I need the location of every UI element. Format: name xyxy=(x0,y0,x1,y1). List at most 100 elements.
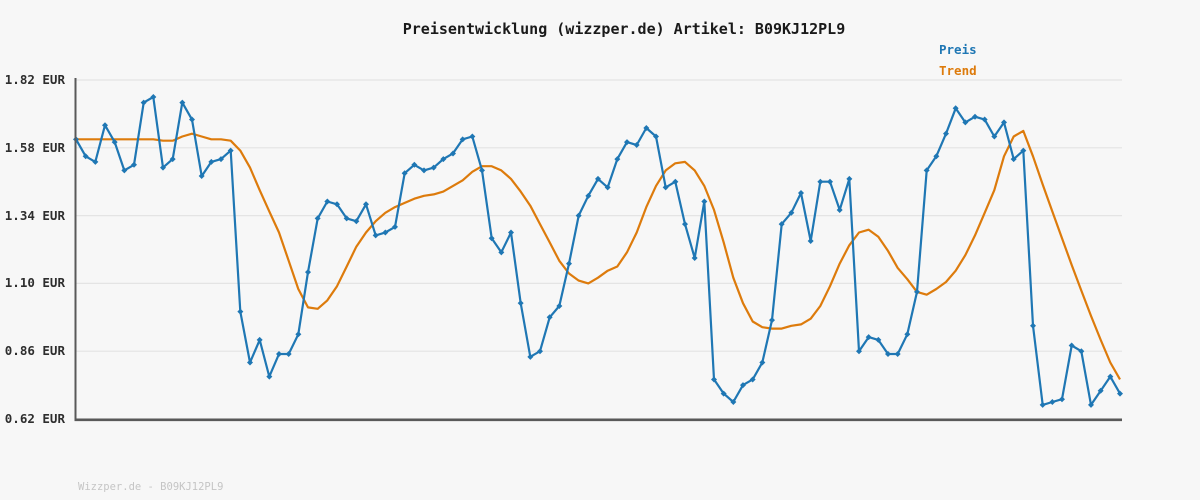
data-point-marker xyxy=(256,336,263,343)
data-point-marker xyxy=(904,331,911,338)
data-point-marker xyxy=(314,215,321,222)
data-point-marker xyxy=(169,156,176,163)
data-point-marker xyxy=(769,317,775,324)
chart-legend: Preis Trend xyxy=(939,39,977,81)
data-point-marker xyxy=(392,223,398,230)
y-tick-label: 1.10 EUR xyxy=(4,275,65,291)
data-point-marker xyxy=(1001,119,1007,126)
data-point-marker xyxy=(807,238,814,245)
data-point-marker xyxy=(295,331,302,338)
data-point-marker xyxy=(885,351,891,358)
data-point-marker xyxy=(624,139,630,146)
data-point-marker xyxy=(363,201,369,208)
data-point-marker xyxy=(933,153,940,160)
watermark-text: Wizzper.de - B09KJ12PL9 xyxy=(78,481,224,493)
chart-title: Preisentwicklung (wizzper.de) Artikel: B… xyxy=(402,20,846,38)
data-point-marker xyxy=(266,373,273,380)
y-tick-label: 1.34 EUR xyxy=(4,207,65,223)
data-point-marker xyxy=(595,175,601,182)
data-point-marker xyxy=(247,359,253,366)
data-point-marker xyxy=(546,314,553,321)
data-point-marker xyxy=(981,116,988,123)
data-point-marker xyxy=(401,170,408,177)
data-point-marker xyxy=(604,184,611,191)
data-point-marker xyxy=(469,133,476,140)
data-point-marker xyxy=(788,209,795,216)
data-point-marker xyxy=(198,173,205,180)
data-point-marker xyxy=(827,178,833,185)
data-point-marker xyxy=(1117,390,1123,397)
y-tick-label: 1.58 EUR xyxy=(4,139,65,155)
data-point-marker xyxy=(131,161,137,168)
data-point-marker xyxy=(720,390,727,397)
data-point-marker xyxy=(914,288,920,295)
data-point-marker xyxy=(614,156,621,163)
data-point-marker xyxy=(740,382,746,389)
data-point-marker xyxy=(160,164,166,171)
data-point-marker xyxy=(479,167,485,174)
data-point-marker xyxy=(179,99,186,106)
preis-markers xyxy=(73,93,1123,408)
data-point-marker xyxy=(343,215,350,222)
data-point-marker xyxy=(972,113,978,120)
data-point-marker xyxy=(943,130,949,137)
trend-line xyxy=(76,129,1121,380)
data-point-marker xyxy=(430,164,437,171)
data-point-marker xyxy=(537,348,543,355)
data-point-marker xyxy=(730,399,737,406)
data-point-marker xyxy=(353,218,360,225)
data-point-marker xyxy=(711,376,717,383)
data-point-marker xyxy=(227,147,234,154)
data-point-marker xyxy=(150,93,157,100)
data-point-marker xyxy=(450,150,456,157)
data-point-marker xyxy=(459,136,466,143)
data-point-marker xyxy=(575,212,582,219)
data-point-marker xyxy=(865,334,872,341)
data-point-marker xyxy=(334,201,340,208)
data-point-marker xyxy=(962,119,969,126)
data-point-marker xyxy=(285,351,292,358)
data-point-marker xyxy=(653,133,659,140)
data-point-marker xyxy=(991,133,998,140)
data-point-marker xyxy=(856,348,862,355)
data-point-marker xyxy=(517,300,524,307)
data-point-marker xyxy=(556,303,563,309)
data-point-marker xyxy=(749,376,756,383)
data-point-marker xyxy=(440,156,447,163)
data-point-marker xyxy=(846,175,853,182)
data-point-marker xyxy=(218,156,224,163)
data-point-marker xyxy=(923,167,930,174)
data-point-marker xyxy=(875,336,882,343)
data-point-marker xyxy=(82,153,89,160)
data-point-marker xyxy=(92,158,99,165)
data-point-marker xyxy=(633,141,640,148)
data-point-marker xyxy=(672,178,679,185)
data-point-marker xyxy=(701,198,708,205)
data-point-marker xyxy=(778,221,785,228)
y-tick-label: 0.86 EUR xyxy=(4,343,65,359)
data-point-marker xyxy=(1030,322,1036,329)
data-point-marker xyxy=(1020,147,1027,154)
data-point-marker xyxy=(372,232,379,239)
legend-item-preis: Preis xyxy=(939,42,977,57)
y-tick-label: 0.62 EUR xyxy=(4,411,65,426)
data-point-marker xyxy=(488,235,495,242)
data-point-marker xyxy=(111,139,118,146)
data-point-marker xyxy=(1068,342,1075,349)
data-point-marker xyxy=(421,167,427,174)
data-point-marker xyxy=(1088,401,1094,408)
data-point-marker xyxy=(1059,396,1065,403)
data-point-marker xyxy=(276,351,282,358)
data-point-marker xyxy=(817,178,824,185)
data-point-marker xyxy=(952,105,959,112)
data-point-marker xyxy=(643,125,650,132)
data-point-marker xyxy=(894,351,901,358)
data-point-marker xyxy=(1078,348,1085,355)
data-point-marker xyxy=(759,359,766,366)
data-point-marker xyxy=(1107,373,1114,380)
data-point-marker xyxy=(411,161,418,168)
data-point-marker xyxy=(208,158,215,165)
data-point-marker xyxy=(189,116,195,123)
y-tick-label: 1.82 EUR xyxy=(4,72,65,87)
